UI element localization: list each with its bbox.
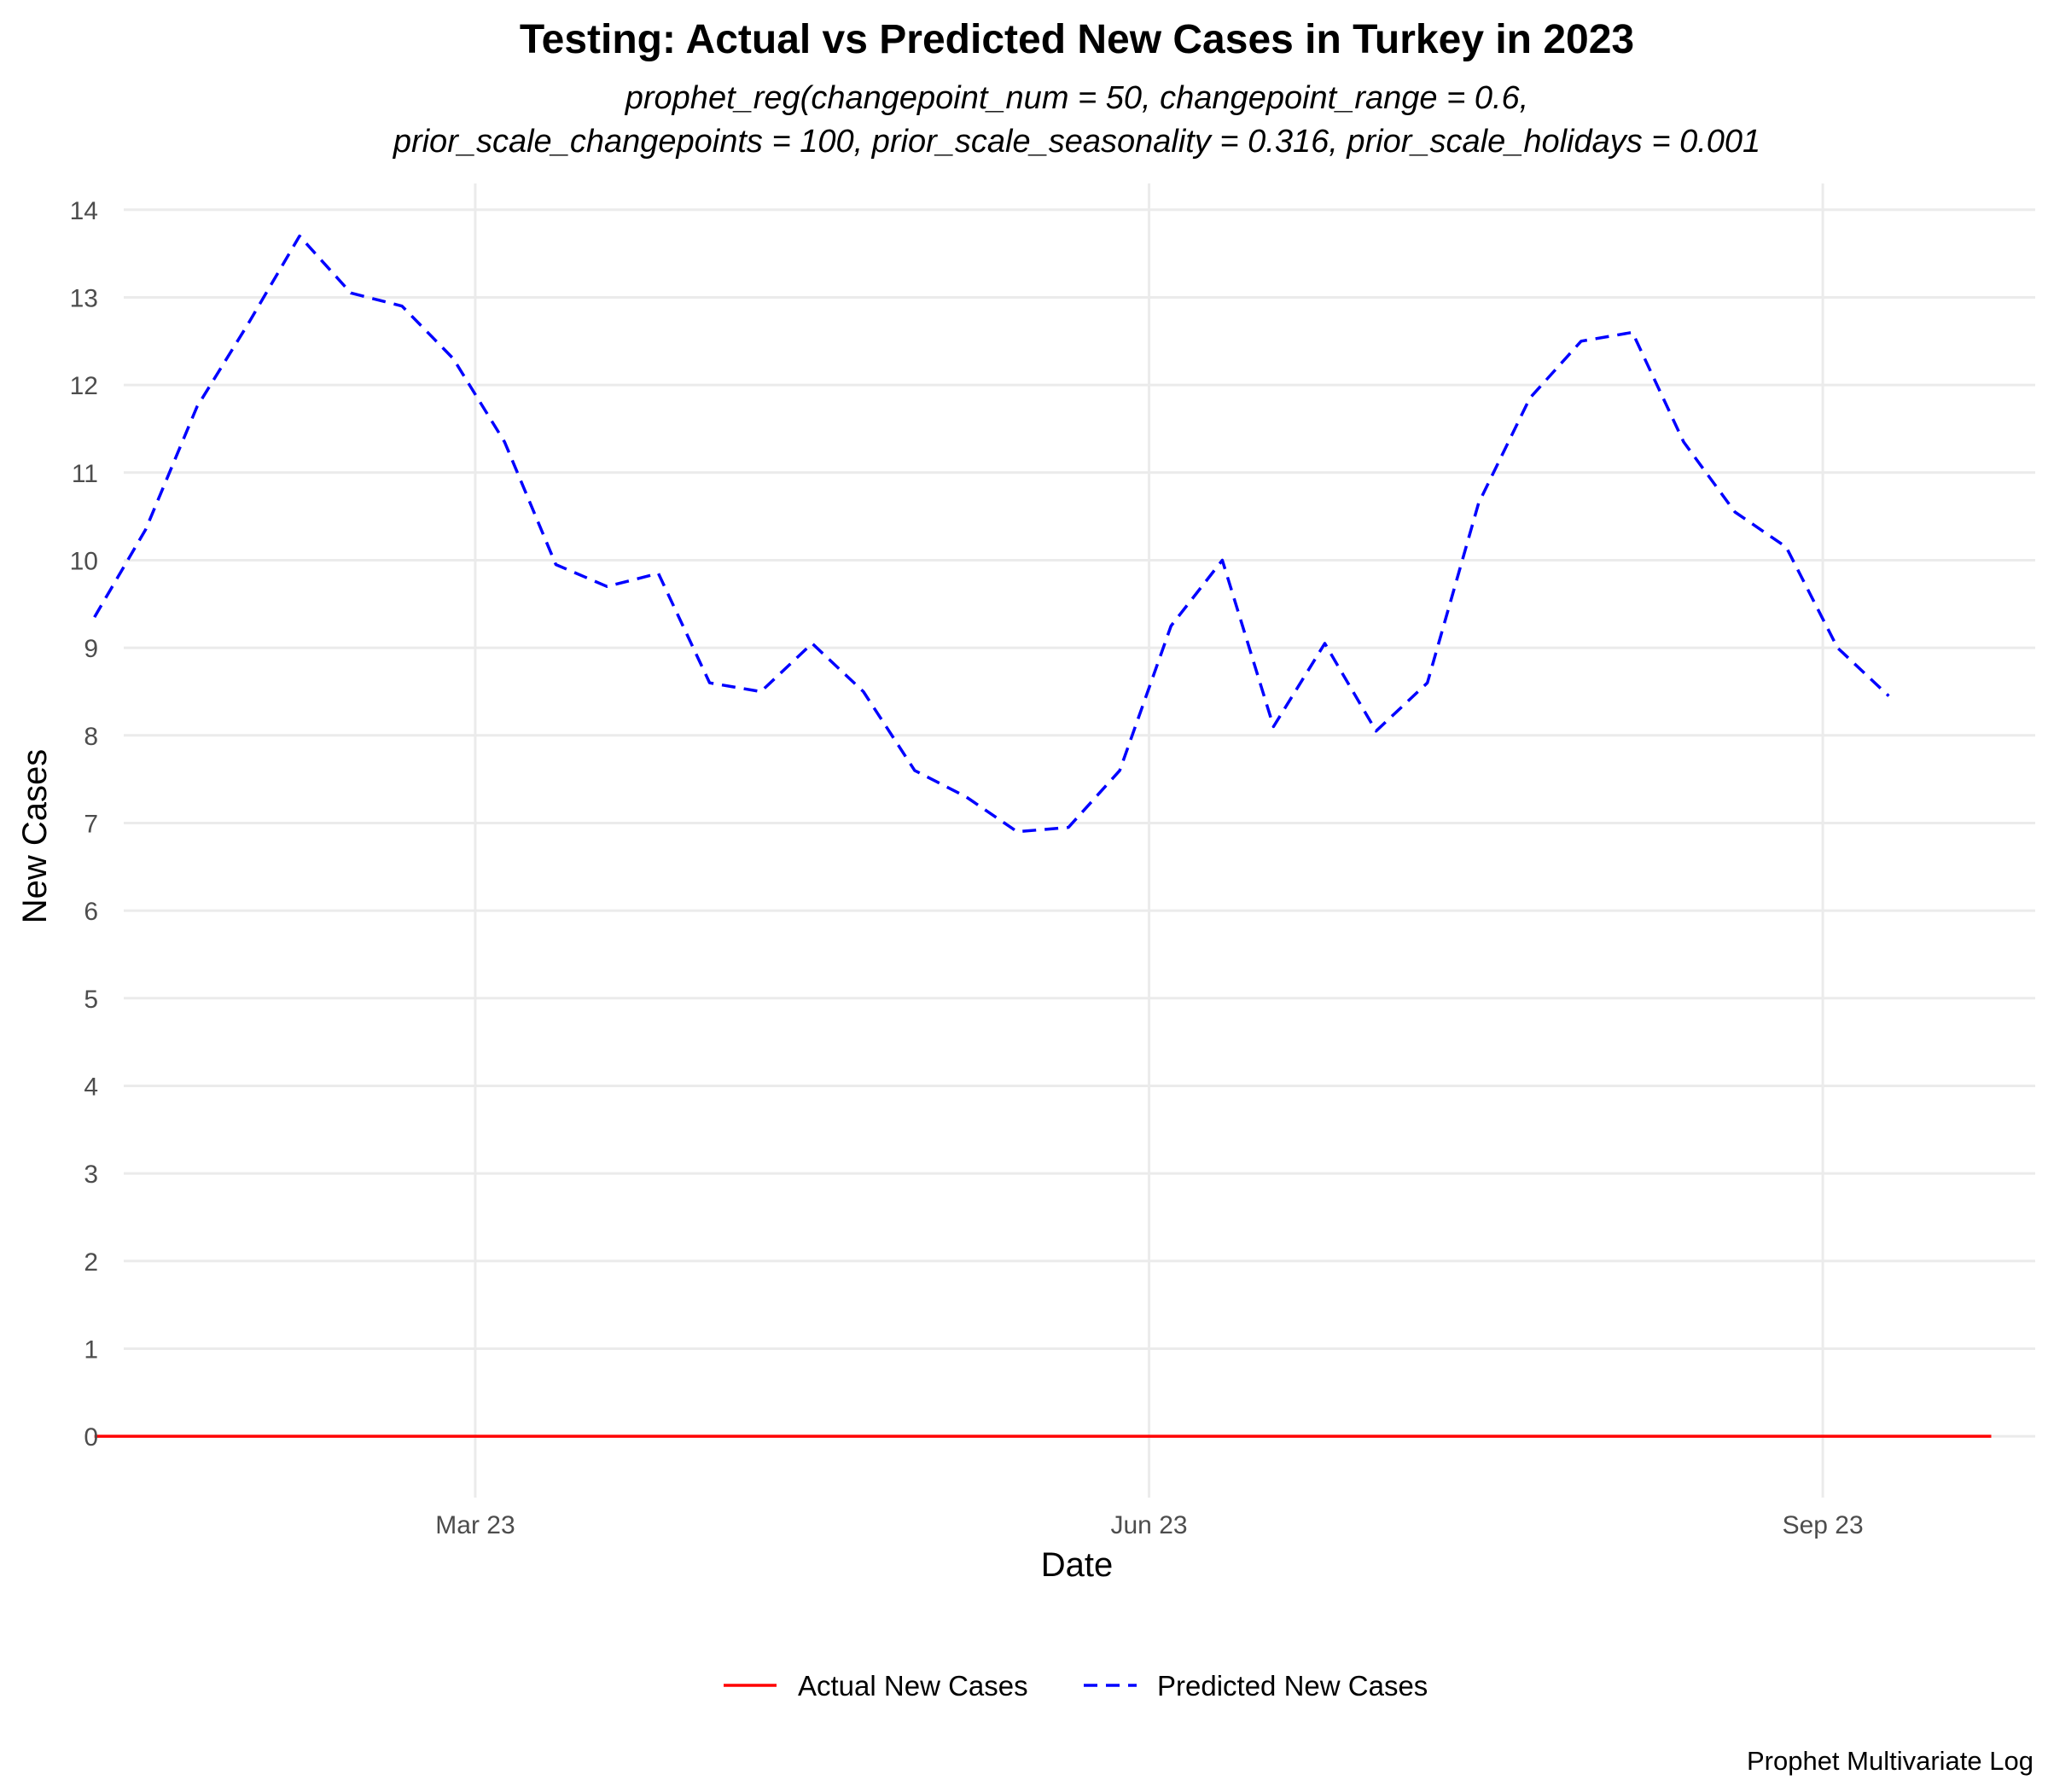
x-tick-label: Mar 23 [435, 1511, 515, 1539]
y-tick-label: 13 [70, 284, 98, 312]
x-axis-title: Date [1041, 1546, 1114, 1584]
chart-caption: Prophet Multivariate Log [1747, 1746, 2033, 1776]
y-tick-label: 14 [70, 197, 98, 225]
x-tick-label: Jun 23 [1110, 1511, 1187, 1539]
series-line-predicted-new-cases [93, 234, 1890, 834]
y-tick-label: 8 [84, 723, 98, 751]
legend: Actual New Cases Predicted New Cases [724, 1670, 1428, 1702]
y-tick-label: 5 [84, 986, 98, 1014]
y-tick-label: 12 [70, 372, 98, 400]
chart-subtitle-line-1: prophet_reg(changepoint_num = 50, change… [625, 80, 1529, 116]
y-tick-label: 3 [84, 1161, 98, 1189]
y-tick-label: 7 [84, 810, 98, 838]
legend-label: Predicted New Cases [1157, 1670, 1428, 1702]
y-tick-label: 10 [70, 547, 98, 575]
chart-subtitle-line-2: prior_scale_changepoints = 100, prior_sc… [393, 124, 1760, 160]
x-gridlines [474, 183, 1824, 1498]
legend-label: Actual New Cases [798, 1670, 1028, 1702]
series-layer [93, 234, 1992, 1438]
x-tick-labels: Mar 23 Jun 23 Sep 23 [435, 1511, 1863, 1539]
x-tick-label: Sep 23 [1783, 1511, 1864, 1539]
y-axis-title: New Cases [16, 749, 54, 924]
y-tick-label: 4 [84, 1073, 98, 1101]
y-tick-label: 0 [84, 1423, 98, 1452]
y-tick-label: 11 [72, 460, 98, 488]
y-tick-label: 9 [84, 635, 98, 663]
y-tick-label: 2 [84, 1248, 98, 1277]
y-gridlines [124, 208, 2035, 1438]
y-tick-label: 1 [84, 1335, 98, 1364]
chart-title: Testing: Actual vs Predicted New Cases i… [520, 17, 1634, 62]
y-tick-label: 6 [84, 898, 98, 926]
